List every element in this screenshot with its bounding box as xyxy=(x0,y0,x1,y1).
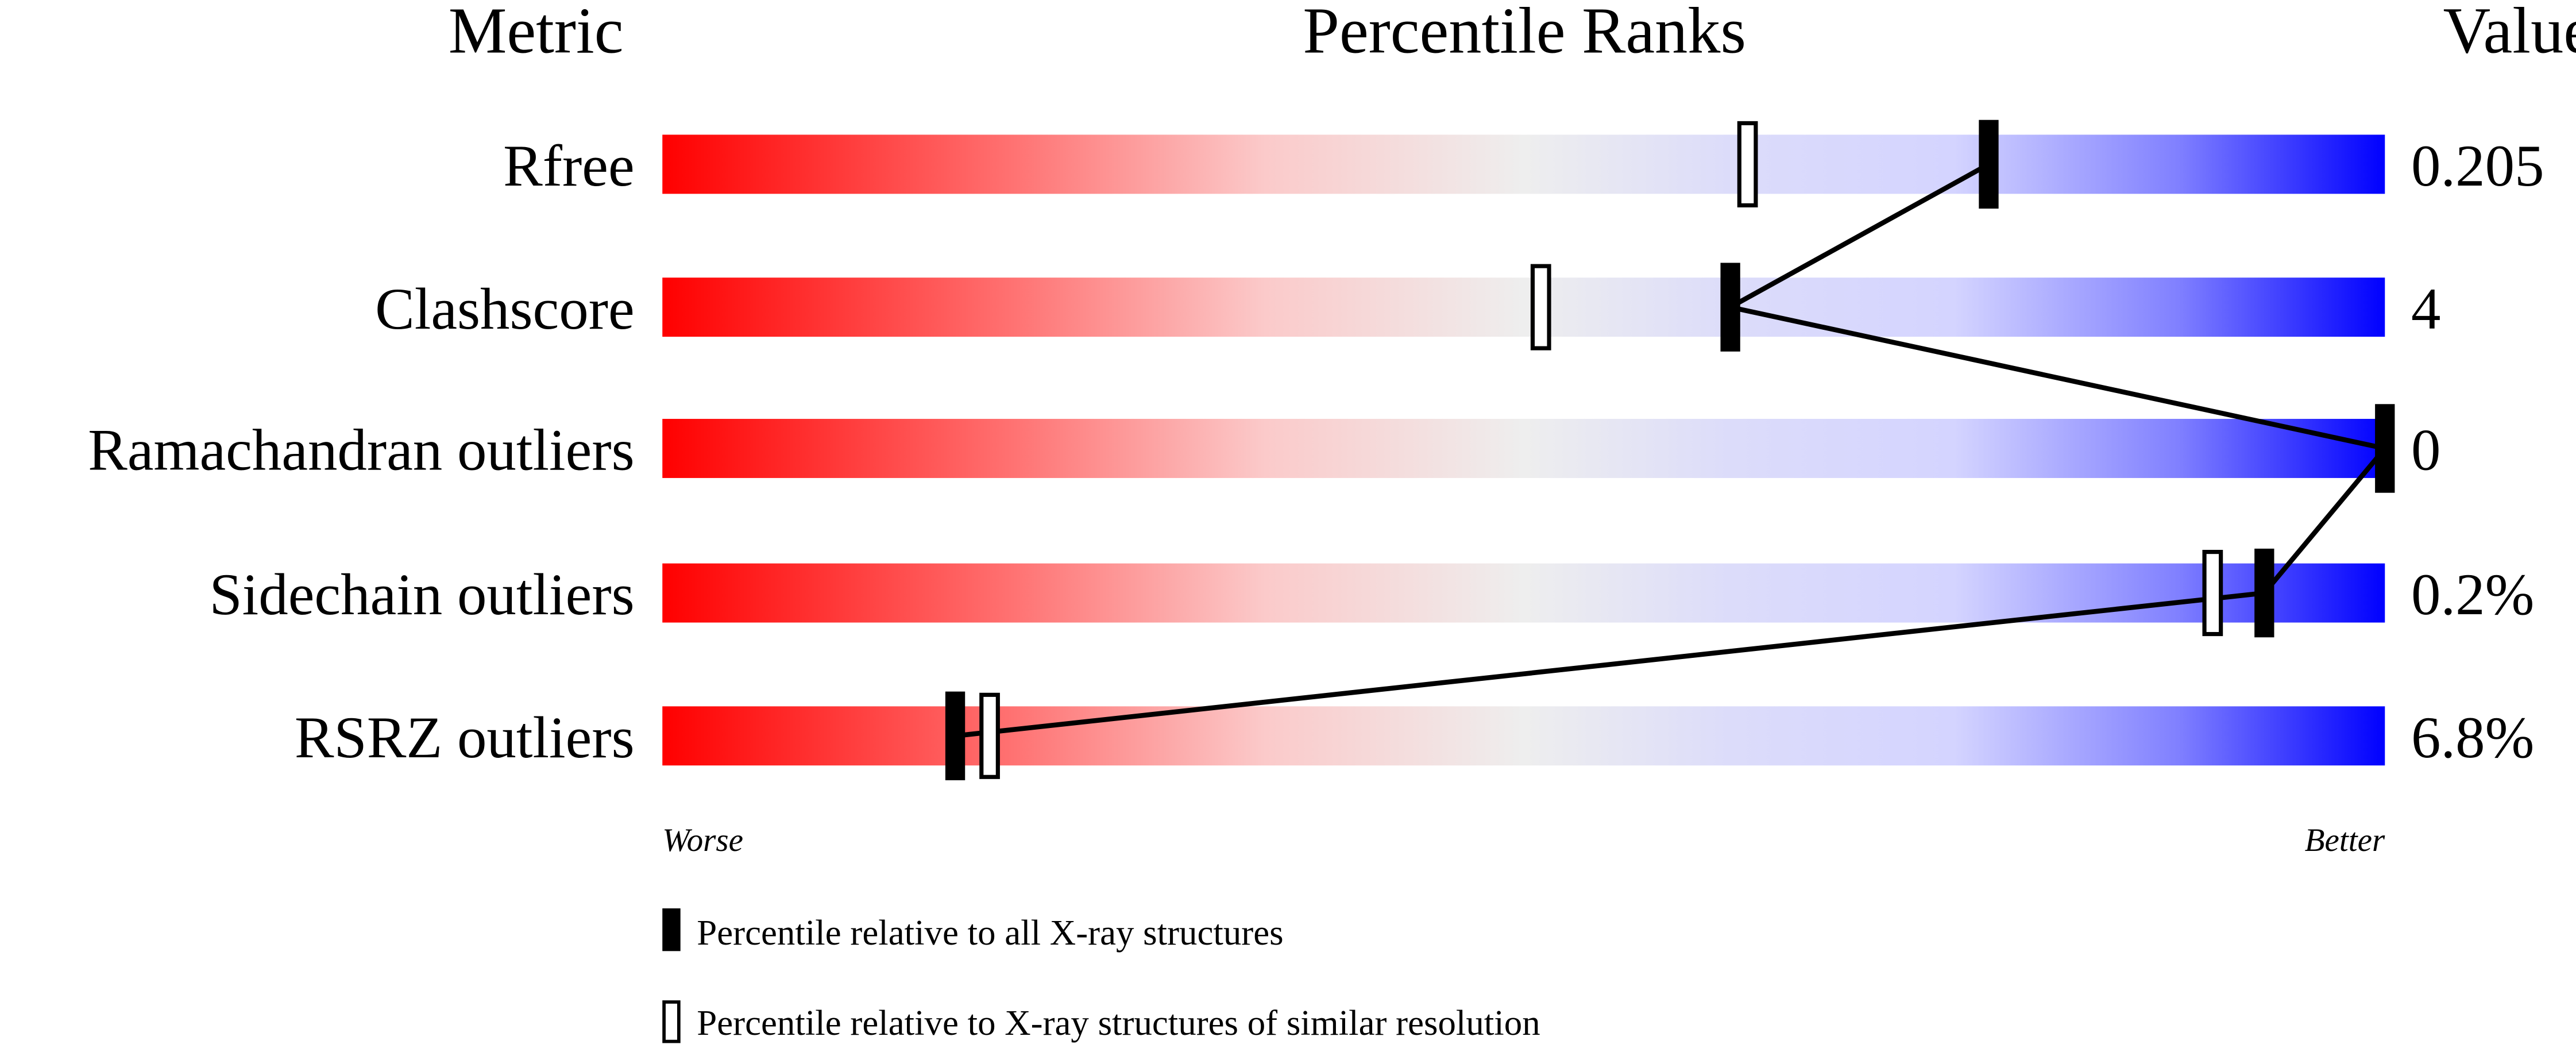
marker-similar-resolution xyxy=(979,692,1000,779)
metric-label: Sidechain outliers xyxy=(209,562,634,627)
metric-value: 0.2% xyxy=(2411,562,2534,627)
legend-filled-marker xyxy=(662,908,681,951)
legend-label-similar: Percentile relative to X-ray structures … xyxy=(697,1003,1540,1043)
marker-all-structures xyxy=(2254,548,2274,638)
percentile-bar xyxy=(662,419,2385,478)
percentile-bar xyxy=(662,134,2385,194)
metric-label: Rfree xyxy=(503,133,635,199)
axis-label-better: Better xyxy=(2305,822,2385,858)
marker-similar-resolution xyxy=(1530,264,1551,350)
percentile-bar xyxy=(662,706,2385,766)
legend-label-all: Percentile relative to all X-ray structu… xyxy=(697,912,1283,953)
metric-label: Ramachandran outliers xyxy=(88,418,635,483)
marker-similar-resolution xyxy=(2202,550,2223,637)
metric-value: 0.205 xyxy=(2411,133,2544,199)
marker-all-structures xyxy=(945,691,965,780)
header-percentile-ranks: Percentile Ranks xyxy=(1303,0,1746,67)
metric-value: 6.8% xyxy=(2411,705,2534,770)
header-metric: Metric xyxy=(449,0,624,67)
marker-all-structures xyxy=(1979,120,1999,209)
metric-label: Clashscore xyxy=(375,276,635,342)
marker-similar-resolution xyxy=(1737,121,1758,207)
header-value: Value xyxy=(2443,0,2576,67)
axis-label-worse: Worse xyxy=(662,822,743,858)
metric-value: 0 xyxy=(2411,418,2440,483)
marker-all-structures xyxy=(2375,404,2395,493)
metric-label: RSRZ outliers xyxy=(295,705,635,770)
percentile-bar xyxy=(662,278,2385,337)
legend-open-marker xyxy=(662,1000,681,1043)
metric-value: 4 xyxy=(2411,276,2440,342)
percentile-bar xyxy=(662,563,2385,623)
marker-all-structures xyxy=(1720,263,1740,352)
